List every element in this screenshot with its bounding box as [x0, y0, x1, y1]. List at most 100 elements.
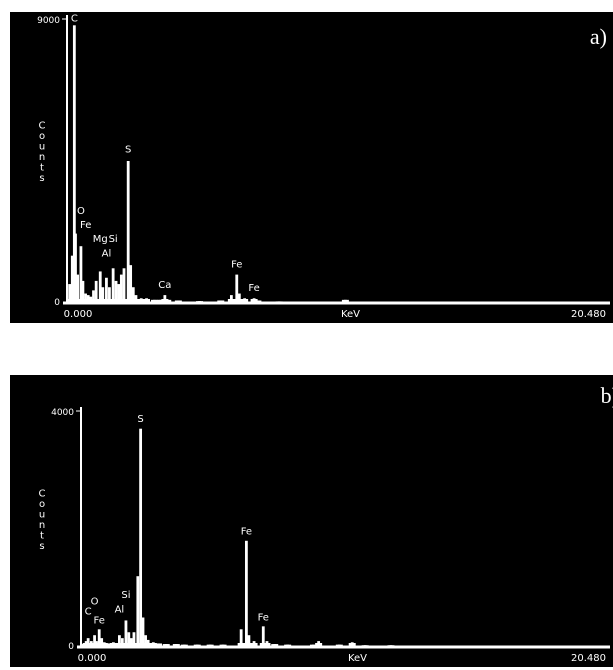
peak-base [254, 300, 262, 303]
peak-base [137, 299, 145, 303]
panel-label-a: a) [589, 24, 607, 49]
peak-base [143, 299, 151, 303]
y-tick-label: 0 [68, 642, 74, 652]
element-label: S [125, 144, 131, 155]
peak-base [275, 301, 283, 303]
spectrum-peak [100, 638, 104, 647]
peak-base [112, 643, 120, 647]
element-label: Fe [80, 220, 91, 231]
peak-base [434, 302, 442, 303]
spectrum-peak [126, 161, 130, 303]
spectrum-peak [117, 284, 121, 303]
peak-base [245, 643, 253, 647]
x-tick-label: 20.480 [571, 309, 606, 320]
spectrum-peak [94, 280, 98, 303]
element-label: S [137, 414, 143, 425]
peak-base [250, 643, 258, 647]
spectrum-peak [81, 280, 85, 303]
peak-base [92, 299, 100, 303]
peak-base [156, 299, 164, 303]
peak-base [328, 301, 336, 303]
x-tick-label: 20.480 [571, 653, 606, 664]
peak-base [490, 645, 498, 647]
chart-b-svg: 4000 0 0.000 20.480 KeV C o u n t s CO Fe Al Si S Fe Fe [39, 407, 610, 664]
spectrum-peak [131, 287, 135, 303]
spectrum-peak [108, 287, 111, 303]
peak-base [315, 643, 323, 647]
peak-base [487, 302, 495, 303]
element-label: Ca [158, 280, 171, 291]
peak-base [302, 301, 310, 303]
spectrum-peak [72, 25, 76, 304]
spectrum-peak [129, 638, 133, 647]
peak-base [361, 645, 369, 647]
spectrum-peak [132, 632, 136, 647]
peak-base [105, 643, 113, 647]
x-axis-label: KeV [348, 653, 367, 664]
peak-base [341, 299, 349, 303]
spectrum-peak [76, 274, 80, 303]
peak-base [309, 644, 317, 647]
spectrum-peak [74, 233, 77, 303]
spectrum-peak [118, 635, 121, 647]
peak-base [355, 301, 363, 303]
x-tick-label: 0.000 [78, 653, 107, 664]
element-label: C [71, 13, 78, 24]
spectrum-peak [239, 629, 243, 647]
spectrum-peak [235, 274, 239, 303]
peak-base [172, 644, 180, 647]
peak-base [237, 643, 245, 647]
spectrum-peak [68, 284, 72, 303]
peak-base [263, 643, 271, 647]
spectrum-peak [114, 280, 118, 303]
spectrum-peak [122, 268, 126, 303]
spectrum-peak [84, 293, 87, 303]
peak-base [250, 299, 258, 303]
spectrum-peak [124, 620, 128, 647]
peak-base [241, 299, 249, 303]
spectrum-peak [237, 293, 241, 303]
element-label: Si [121, 590, 130, 601]
x-tick-label: 0.000 [64, 309, 93, 320]
spectrum-peak [111, 268, 115, 303]
peak-base [132, 299, 140, 303]
peak-base [219, 644, 227, 647]
spectrum-peak [92, 290, 95, 303]
element-label: Fe [258, 613, 269, 624]
spectrum-peak [119, 274, 123, 303]
peak-base [271, 644, 279, 647]
spectrum-peak [93, 635, 96, 647]
peak-base [144, 643, 152, 647]
spectrum-peak [79, 246, 83, 303]
peak-base [162, 644, 170, 647]
peak-base [130, 643, 138, 647]
element-label: Si [109, 234, 118, 245]
peak-base [259, 643, 267, 647]
spectrum-peak [127, 632, 131, 647]
spectrum-peak [144, 635, 147, 647]
peak-base [164, 299, 172, 303]
peak-base [217, 300, 225, 303]
element-label: Fe [241, 526, 252, 537]
spectrum-peak [70, 255, 74, 303]
peak-base [206, 644, 214, 647]
element-label: Fe [248, 283, 259, 294]
spectrum-peak [247, 635, 251, 647]
spectrum-peak [98, 271, 102, 303]
peak-base [348, 643, 356, 647]
peak-base [99, 299, 107, 303]
spectrum-peak [129, 265, 133, 303]
peak-base [120, 299, 128, 303]
peak-base [118, 643, 126, 647]
spectrum-peak [86, 638, 90, 647]
peak-base [284, 644, 292, 647]
element-label: Al [102, 248, 112, 259]
element-label: C [85, 607, 92, 618]
peak-base [174, 300, 182, 303]
spectrum-peak [136, 576, 140, 647]
element-label: O [91, 597, 99, 608]
